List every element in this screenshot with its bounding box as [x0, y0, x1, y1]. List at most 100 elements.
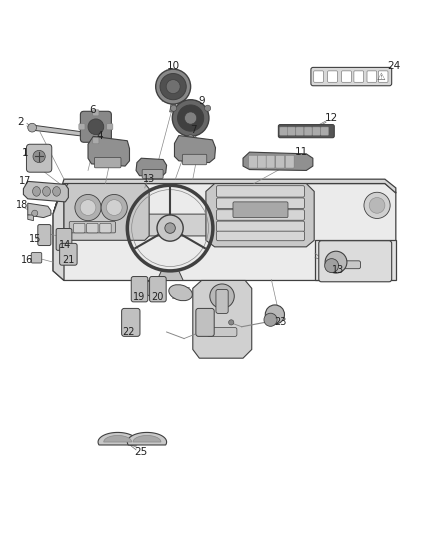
- FancyBboxPatch shape: [93, 138, 99, 144]
- Polygon shape: [174, 135, 215, 163]
- FancyBboxPatch shape: [314, 71, 323, 82]
- FancyBboxPatch shape: [276, 156, 285, 168]
- FancyBboxPatch shape: [56, 229, 72, 251]
- FancyBboxPatch shape: [131, 277, 148, 302]
- Text: 23: 23: [274, 317, 286, 327]
- Text: 18: 18: [15, 200, 28, 211]
- Circle shape: [369, 198, 385, 213]
- Text: 20: 20: [151, 292, 163, 302]
- Polygon shape: [64, 183, 149, 240]
- Text: 19: 19: [133, 292, 145, 302]
- FancyBboxPatch shape: [107, 124, 113, 130]
- Circle shape: [229, 320, 234, 325]
- Polygon shape: [53, 179, 396, 214]
- FancyBboxPatch shape: [207, 328, 237, 336]
- Text: 11: 11: [294, 147, 308, 157]
- FancyBboxPatch shape: [311, 67, 392, 86]
- FancyBboxPatch shape: [122, 309, 140, 336]
- Circle shape: [265, 305, 285, 324]
- Circle shape: [264, 313, 277, 326]
- Text: 24: 24: [387, 61, 400, 71]
- Polygon shape: [206, 183, 314, 247]
- FancyBboxPatch shape: [100, 223, 111, 233]
- Text: ⚠: ⚠: [376, 71, 385, 82]
- Text: 12: 12: [325, 113, 338, 123]
- Circle shape: [28, 123, 36, 132]
- Text: 7: 7: [191, 125, 197, 135]
- Circle shape: [187, 135, 194, 141]
- Text: 4: 4: [97, 131, 103, 141]
- Polygon shape: [104, 435, 132, 442]
- FancyBboxPatch shape: [367, 71, 377, 82]
- FancyBboxPatch shape: [69, 222, 116, 233]
- Ellipse shape: [53, 187, 60, 196]
- Circle shape: [177, 105, 204, 131]
- FancyBboxPatch shape: [217, 210, 304, 220]
- FancyBboxPatch shape: [74, 223, 85, 233]
- FancyBboxPatch shape: [94, 157, 121, 168]
- FancyBboxPatch shape: [258, 156, 266, 168]
- Polygon shape: [127, 432, 166, 445]
- Text: 13: 13: [143, 174, 155, 184]
- FancyBboxPatch shape: [233, 202, 288, 217]
- Text: 2: 2: [17, 117, 24, 126]
- Polygon shape: [136, 158, 166, 177]
- Text: 22: 22: [122, 327, 134, 337]
- FancyBboxPatch shape: [150, 277, 166, 302]
- Circle shape: [160, 74, 186, 100]
- FancyBboxPatch shape: [328, 71, 337, 82]
- FancyBboxPatch shape: [331, 261, 360, 269]
- Circle shape: [165, 223, 175, 233]
- Text: 25: 25: [134, 447, 147, 457]
- Circle shape: [80, 200, 96, 215]
- FancyBboxPatch shape: [182, 154, 207, 165]
- Polygon shape: [88, 136, 130, 166]
- Circle shape: [364, 192, 390, 219]
- FancyBboxPatch shape: [142, 169, 163, 179]
- Text: 17: 17: [18, 176, 31, 187]
- FancyBboxPatch shape: [31, 253, 42, 263]
- Circle shape: [170, 105, 177, 111]
- FancyBboxPatch shape: [321, 127, 328, 135]
- Circle shape: [101, 195, 127, 221]
- FancyBboxPatch shape: [280, 127, 288, 135]
- Circle shape: [205, 105, 211, 111]
- Ellipse shape: [169, 285, 192, 301]
- Text: 6: 6: [89, 105, 95, 115]
- Text: 13: 13: [332, 265, 344, 275]
- FancyBboxPatch shape: [93, 110, 99, 116]
- FancyBboxPatch shape: [81, 111, 111, 142]
- FancyBboxPatch shape: [266, 156, 275, 168]
- Text: 10: 10: [166, 61, 180, 71]
- FancyBboxPatch shape: [216, 289, 228, 313]
- Polygon shape: [32, 125, 92, 138]
- Circle shape: [184, 112, 197, 124]
- Circle shape: [172, 100, 209, 136]
- FancyBboxPatch shape: [217, 185, 304, 197]
- Polygon shape: [133, 435, 161, 442]
- FancyBboxPatch shape: [38, 224, 51, 246]
- Polygon shape: [157, 271, 183, 280]
- FancyBboxPatch shape: [378, 71, 388, 82]
- Polygon shape: [315, 240, 396, 280]
- FancyBboxPatch shape: [79, 124, 85, 130]
- FancyBboxPatch shape: [319, 241, 392, 282]
- Circle shape: [166, 79, 180, 94]
- Text: 14: 14: [59, 240, 71, 249]
- Circle shape: [88, 119, 104, 135]
- Circle shape: [106, 200, 122, 215]
- Circle shape: [32, 210, 38, 216]
- Text: 1: 1: [21, 148, 28, 158]
- Text: 9: 9: [198, 96, 205, 107]
- FancyBboxPatch shape: [312, 127, 320, 135]
- Polygon shape: [98, 432, 138, 445]
- Ellipse shape: [42, 187, 50, 196]
- Circle shape: [155, 69, 191, 104]
- Polygon shape: [28, 215, 33, 221]
- FancyBboxPatch shape: [304, 127, 312, 135]
- Circle shape: [325, 251, 347, 273]
- FancyBboxPatch shape: [279, 125, 334, 138]
- Ellipse shape: [32, 187, 40, 196]
- FancyBboxPatch shape: [296, 127, 304, 135]
- Text: 15: 15: [29, 235, 42, 245]
